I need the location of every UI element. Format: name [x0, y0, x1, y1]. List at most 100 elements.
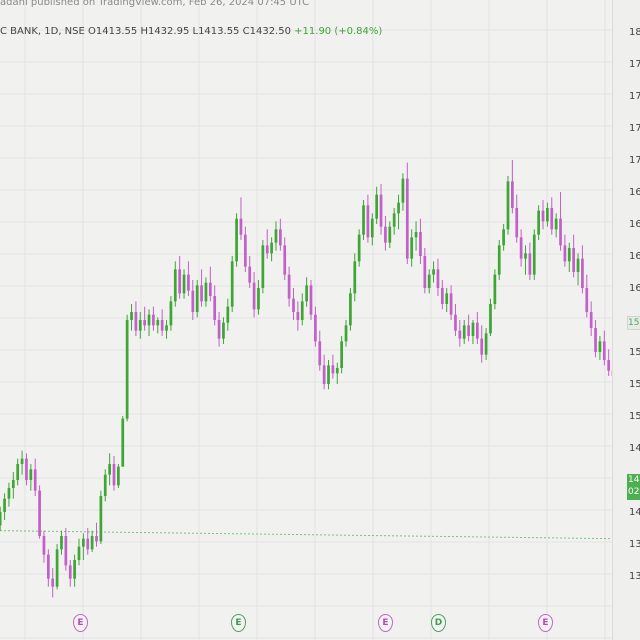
- candle-body: [296, 312, 300, 320]
- candle: [397, 194, 400, 230]
- candle-body: [274, 229, 278, 243]
- candle: [152, 306, 155, 331]
- candle: [283, 237, 287, 280]
- candle: [375, 186, 379, 224]
- candle: [134, 301, 138, 336]
- candle-body: [541, 210, 545, 222]
- candle-body: [252, 282, 256, 310]
- candle: [563, 234, 567, 267]
- candle-body: [0, 512, 2, 526]
- candle: [46, 549, 50, 587]
- candle: [414, 221, 418, 251]
- candle: [130, 304, 133, 331]
- candle-body: [160, 320, 164, 331]
- candle: [384, 216, 387, 251]
- candle-body: [581, 258, 584, 288]
- candle-body: [567, 248, 571, 262]
- candle: [182, 269, 186, 299]
- candle-body: [524, 253, 527, 259]
- candle-body: [515, 208, 519, 238]
- candle-body: [204, 282, 208, 302]
- candle-body: [493, 274, 497, 304]
- candle-body: [436, 269, 440, 288]
- earnings-event-icon[interactable]: E: [231, 614, 246, 632]
- earnings-event-icon[interactable]: E: [378, 614, 393, 632]
- candle: [147, 309, 151, 336]
- candle-body: [559, 218, 562, 246]
- candle-body: [86, 538, 90, 550]
- price-tick-label: 14: [629, 443, 640, 454]
- high-value: H1432.95: [140, 26, 190, 37]
- candle: [117, 464, 120, 488]
- candle: [25, 453, 28, 486]
- candle-body: [248, 266, 252, 283]
- symbol-label: C BANK, 1D, NSE: [0, 26, 85, 37]
- candle-body: [506, 181, 510, 230]
- candle-body: [594, 328, 597, 352]
- candle-body: [309, 285, 313, 315]
- candle-body: [73, 560, 76, 579]
- price-chart[interactable]: [0, 0, 612, 640]
- candle: [344, 320, 348, 347]
- candle: [143, 306, 147, 331]
- candle: [353, 253, 357, 302]
- candle: [340, 336, 344, 374]
- candle-body: [375, 194, 379, 219]
- candle: [436, 258, 440, 296]
- candle-body: [607, 360, 611, 371]
- candle-body: [554, 218, 558, 230]
- candle-body: [511, 181, 514, 208]
- candle: [462, 320, 466, 344]
- candle-body: [362, 205, 365, 235]
- candle: [235, 213, 238, 267]
- candle: [261, 240, 265, 294]
- candle-body: [152, 314, 155, 326]
- candle-body: [108, 464, 111, 475]
- candle-body: [278, 229, 282, 246]
- candle: [278, 218, 282, 251]
- candle-body: [519, 237, 523, 259]
- candle: [449, 285, 453, 320]
- candle: [515, 194, 519, 243]
- earnings-event-icon[interactable]: E: [538, 614, 553, 632]
- candle-body: [445, 293, 449, 304]
- candle: [572, 234, 576, 278]
- candle-body: [68, 565, 72, 579]
- candle: [287, 266, 291, 307]
- candle-body: [305, 285, 308, 302]
- candle-body: [270, 242, 273, 254]
- price-tick-label: 16: [629, 251, 640, 262]
- candle-body: [147, 314, 151, 326]
- candle: [125, 314, 129, 422]
- low-value: L1413.55: [192, 26, 240, 37]
- candle: [567, 242, 571, 272]
- candle: [419, 218, 422, 264]
- candle-body: [537, 210, 540, 235]
- candle-body: [156, 320, 160, 326]
- candle-body: [46, 554, 50, 579]
- candle: [432, 261, 435, 283]
- price-tick-label: 13: [629, 571, 640, 582]
- candle: [493, 269, 497, 310]
- candle-body: [589, 312, 593, 328]
- candle-body: [392, 213, 396, 227]
- price-tick-label: 16: [629, 219, 640, 230]
- candle-body: [458, 330, 462, 339]
- candle: [38, 485, 41, 539]
- candle-body: [546, 208, 549, 222]
- candle: [64, 528, 68, 571]
- dividend-event-icon[interactable]: D: [431, 614, 446, 632]
- candle: [379, 184, 383, 235]
- candle-body: [29, 469, 33, 480]
- candle: [73, 554, 76, 587]
- price-tick-label: 15: [629, 379, 640, 390]
- candle: [121, 416, 125, 467]
- candle-body: [138, 320, 142, 331]
- earnings-event-icon[interactable]: E: [73, 614, 88, 632]
- candle: [519, 229, 523, 267]
- candle: [537, 205, 540, 240]
- price-tick-label: 13: [629, 539, 640, 550]
- candle: [156, 317, 160, 334]
- candle-body: [366, 205, 370, 238]
